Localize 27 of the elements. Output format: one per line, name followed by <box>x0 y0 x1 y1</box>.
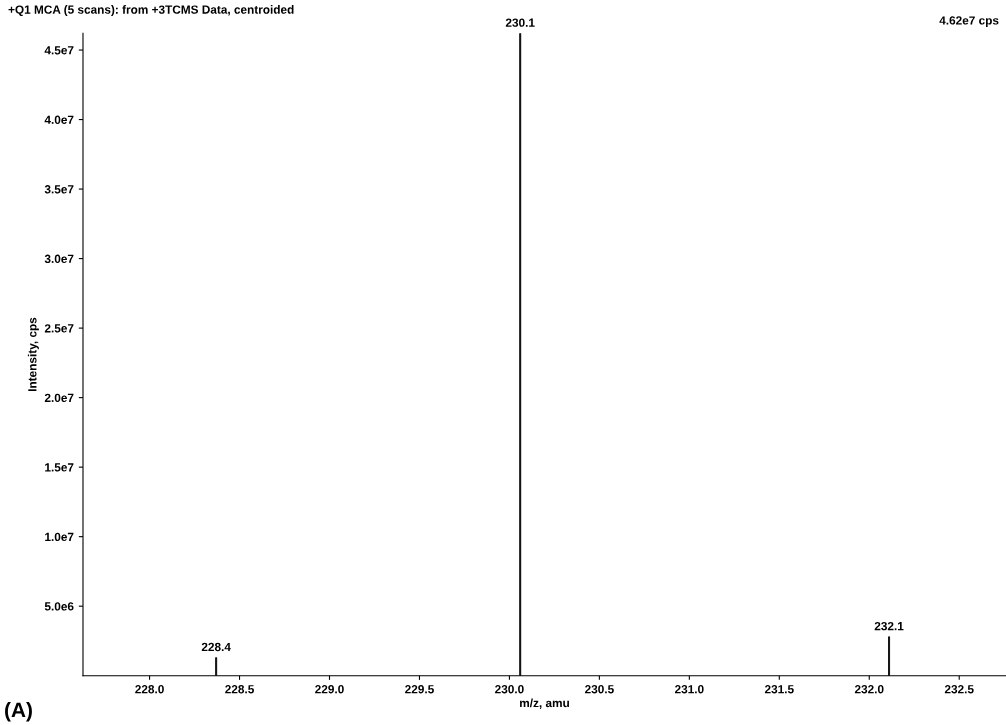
x-tick-label: 229.0 <box>315 685 344 694</box>
x-tick-label: 228.5 <box>225 685 254 694</box>
x-tick-label: 228.0 <box>135 685 164 694</box>
x-tick-label: 231.5 <box>764 685 794 694</box>
y-tick-label: 4.0e7 <box>44 115 74 124</box>
y-tick-label: 1.5e7 <box>45 463 74 472</box>
y-tick-label: 3.5e7 <box>44 185 74 194</box>
y-tick-label: 2.0e7 <box>44 393 74 403</box>
y-tick-label: 3.0e7 <box>44 254 74 263</box>
x-tick-label: 229.5 <box>405 685 434 694</box>
x-tick-label: 230.0 <box>495 685 524 694</box>
annotation: 228.4 <box>201 642 231 652</box>
x-tick-label: 230.5 <box>585 685 614 694</box>
y-axis-title: Intensity, cps <box>27 317 39 392</box>
annotation: 232.1 <box>874 621 904 631</box>
y-tick-label: 4.5e7 <box>44 46 74 55</box>
y-tick-label: 2.5e7 <box>44 324 74 333</box>
text: 4.62e7 cps <box>939 16 999 27</box>
x-tick-label: 231.0 <box>674 685 704 694</box>
annotation: 230.1 <box>505 18 535 27</box>
y-tick-label: 1.0e7 <box>45 532 74 542</box>
x-tick-label: 232.5 <box>944 685 974 694</box>
x-axis-title: m/z, amu <box>520 698 569 709</box>
chart-title: +Q1 MCA (5 scans): from +3TCMS Data, centroided <box>8 5 294 17</box>
text: (A) <box>5 701 32 722</box>
y-tick-label: 5.0e6 <box>44 602 74 611</box>
x-tick-label: 232.0 <box>854 685 884 694</box>
